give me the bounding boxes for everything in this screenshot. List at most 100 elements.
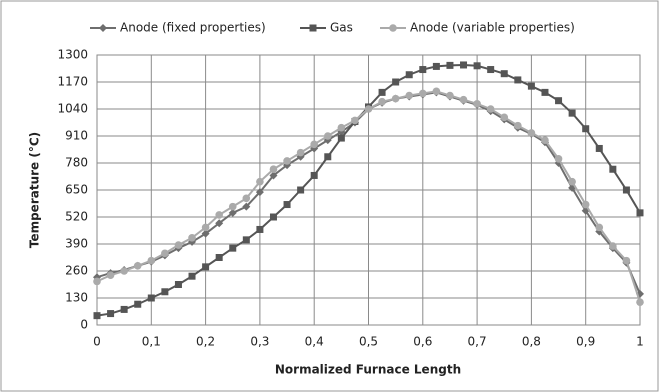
x-tick-label: 0,4 [305, 335, 324, 349]
x-tick-label: 0,7 [468, 335, 487, 349]
marker [201, 223, 210, 232]
marker [188, 233, 196, 242]
marker [174, 241, 183, 249]
marker [514, 76, 522, 84]
marker [99, 24, 107, 32]
marker [309, 24, 317, 32]
marker [568, 177, 576, 186]
marker [147, 294, 155, 302]
marker [568, 109, 576, 117]
x-tick-label: 0,6 [413, 335, 432, 349]
marker [161, 249, 169, 258]
marker [337, 134, 345, 142]
marker [269, 171, 278, 180]
marker [323, 132, 332, 140]
marker [106, 271, 115, 279]
marker [500, 113, 509, 122]
marker [487, 66, 495, 74]
marker [242, 236, 250, 244]
marker [215, 254, 223, 261]
marker [161, 288, 169, 296]
marker [93, 277, 101, 286]
marker [229, 244, 237, 252]
marker [120, 305, 128, 313]
x-tick-label: 0 [93, 335, 101, 349]
marker [622, 256, 631, 265]
x-tick-label: 0,9 [576, 335, 595, 349]
marker [351, 116, 359, 125]
legend-label: Anode (fixed properties) [120, 21, 266, 35]
marker [527, 129, 536, 137]
marker [228, 208, 237, 217]
marker [134, 300, 142, 308]
marker [636, 209, 644, 217]
marker [446, 61, 454, 69]
marker [432, 62, 440, 70]
marker [228, 202, 237, 211]
marker [473, 62, 481, 70]
x-tick-label: 1 [636, 335, 644, 349]
marker [514, 121, 522, 130]
legend-label: Gas [330, 21, 353, 35]
marker [324, 153, 332, 161]
marker [256, 225, 264, 233]
y-tick-label: 1170 [57, 75, 88, 89]
x-tick-label: 0,8 [522, 335, 541, 349]
marker [337, 123, 346, 132]
marker [486, 105, 495, 113]
marker [107, 310, 115, 318]
marker [147, 256, 156, 265]
marker [283, 201, 291, 209]
marker [459, 95, 468, 104]
x-tick-label: 0,1 [142, 335, 161, 349]
marker [202, 263, 210, 271]
y-axis-label: Temperature (°C) [28, 132, 42, 248]
marker [391, 94, 400, 103]
marker [255, 188, 264, 197]
marker [392, 78, 400, 86]
y-tick-label: 130 [65, 291, 88, 305]
y-tick-label: 910 [65, 129, 88, 143]
marker [296, 148, 305, 157]
y-tick-label: 520 [65, 210, 88, 224]
marker [446, 91, 454, 100]
y-tick-label: 390 [65, 237, 88, 251]
marker [419, 66, 427, 74]
y-tick-label: 0 [80, 318, 88, 332]
marker [269, 213, 277, 221]
marker [473, 100, 481, 108]
x-tick-label: 0,3 [250, 335, 269, 349]
marker [527, 82, 535, 90]
legend-label: Anode (variable properties) [410, 21, 575, 35]
marker [297, 186, 305, 194]
marker [541, 136, 549, 144]
marker [201, 229, 210, 238]
y-tick-label: 260 [65, 264, 88, 278]
marker [120, 267, 128, 275]
marker [636, 298, 644, 306]
marker [595, 223, 604, 232]
marker [174, 281, 182, 288]
marker [256, 177, 264, 186]
y-tick-label: 1040 [57, 102, 88, 116]
marker [310, 140, 319, 149]
marker [269, 165, 278, 174]
y-tick-label: 780 [65, 156, 88, 170]
marker [622, 186, 630, 194]
marker [500, 70, 508, 78]
marker [405, 91, 414, 100]
marker [609, 242, 617, 250]
marker [133, 262, 142, 270]
marker [188, 272, 196, 280]
x-tick-label: 0,5 [359, 335, 378, 349]
marker [405, 71, 413, 79]
marker [432, 87, 441, 96]
y-tick-label: 1300 [57, 48, 88, 62]
marker [460, 61, 468, 69]
x-tick-label: 0,2 [196, 335, 215, 349]
marker [582, 125, 590, 133]
marker [378, 97, 386, 106]
marker [283, 157, 291, 165]
y-tick-label: 650 [65, 183, 88, 197]
